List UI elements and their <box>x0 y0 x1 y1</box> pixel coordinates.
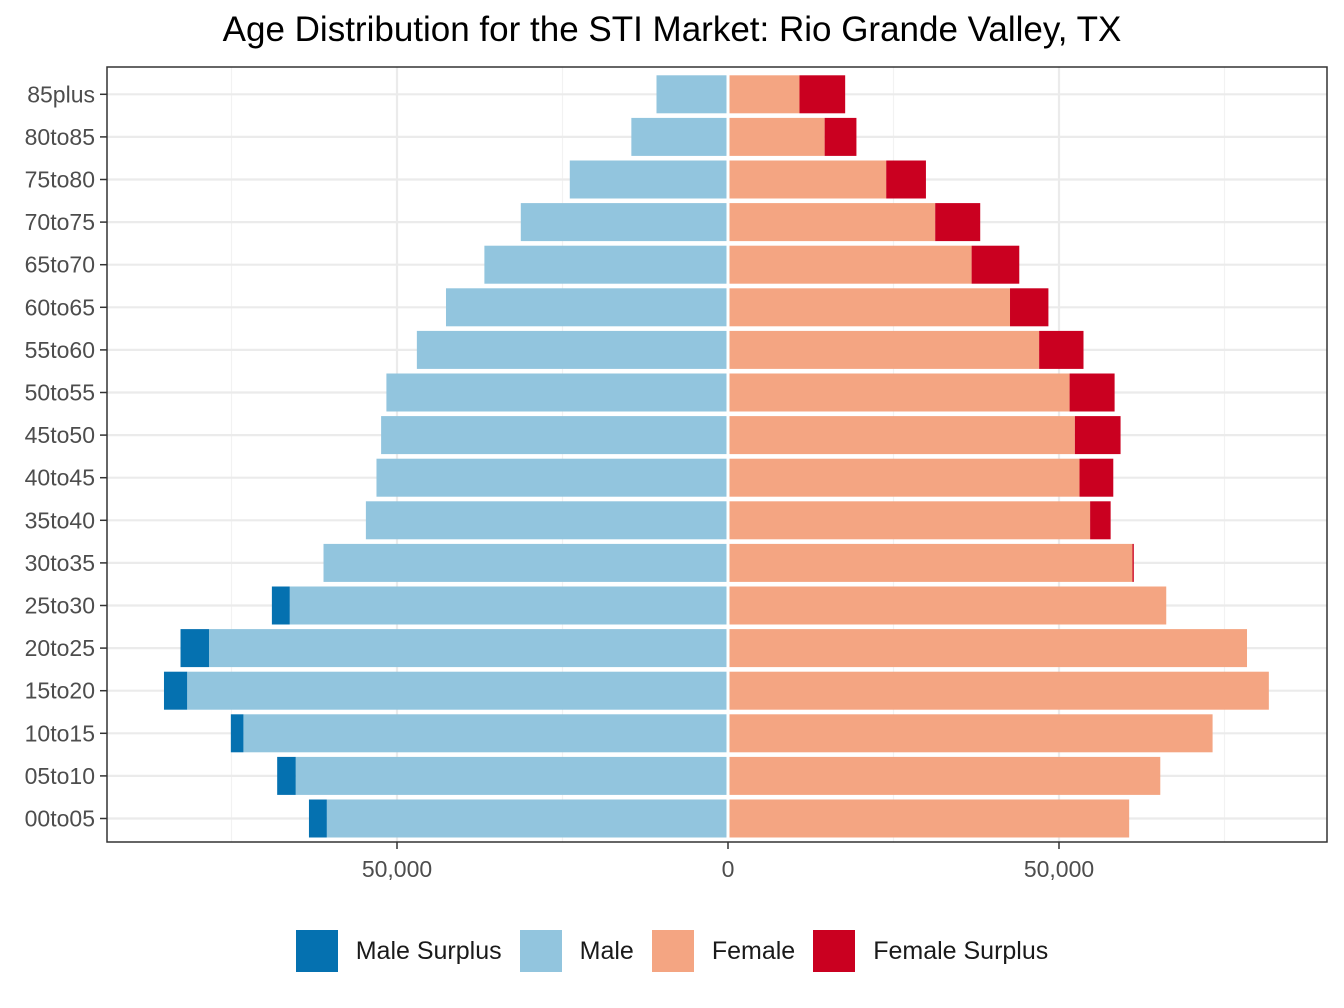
bar-female <box>728 330 1040 369</box>
bar-male <box>520 203 728 242</box>
bar-female <box>728 756 1161 795</box>
bar-female <box>728 543 1133 582</box>
bar-male-surplus <box>308 799 327 838</box>
y-tick-label: 15to20 <box>25 678 95 704</box>
bar-female <box>728 416 1075 455</box>
bar-male <box>326 799 728 838</box>
legend-swatch <box>519 930 562 972</box>
y-tick-label: 80to85 <box>25 124 95 150</box>
y-tick-label: 45to50 <box>25 422 95 448</box>
legend: Male Surplus Male Female Female Surplus <box>0 930 1344 972</box>
y-tick-label: 65to70 <box>25 252 95 278</box>
bar-male <box>208 629 728 668</box>
y-tick-label: 10to15 <box>25 720 95 746</box>
bar-female-surplus <box>1039 330 1084 369</box>
bar-female <box>728 245 972 284</box>
y-tick-label: 50to55 <box>25 380 95 406</box>
bar-male <box>386 373 728 412</box>
legend-item: Female <box>651 930 796 972</box>
y-tick-label: 75to80 <box>25 167 95 193</box>
bar-female-surplus <box>935 203 981 242</box>
bar-male <box>484 245 728 284</box>
bar-male <box>656 75 728 114</box>
bar-female <box>728 458 1080 497</box>
bar-female-surplus <box>1132 543 1134 582</box>
bar-female <box>728 501 1091 540</box>
x-tick-label: 50,000 <box>1024 856 1094 882</box>
bar-male-surplus <box>230 714 244 753</box>
bar-male <box>187 671 728 710</box>
bar-male <box>243 714 728 753</box>
y-tick-label: 60to65 <box>25 294 95 320</box>
bar-male <box>381 416 728 455</box>
y-tick-label: 00to05 <box>25 806 95 832</box>
bar-female-surplus <box>1069 373 1115 412</box>
y-tick-label: 20to25 <box>25 635 95 661</box>
y-tick-label: 25to30 <box>25 593 95 619</box>
bar-female-surplus <box>799 75 846 114</box>
bar-male-surplus <box>180 629 209 668</box>
bar-female <box>728 75 800 114</box>
legend-item: Male Surplus <box>295 930 502 972</box>
bar-male <box>416 330 728 369</box>
bar-female <box>728 288 1011 327</box>
x-tick-label: 0 <box>722 856 735 882</box>
bar-male <box>295 756 728 795</box>
legend-label: Female <box>711 936 796 965</box>
bar-female-surplus <box>1079 458 1114 497</box>
x-tick-label: 50,000 <box>362 856 432 882</box>
bar-female-surplus <box>971 245 1020 284</box>
bar-male <box>569 160 728 199</box>
axes: 00to05 05to10 10to15 15to20 20to25 25to30 30to… <box>25 81 1095 882</box>
bar-male <box>323 543 728 582</box>
bar-female-surplus <box>1010 288 1049 327</box>
bar-male <box>445 288 728 327</box>
legend-swatch <box>813 930 856 972</box>
bar-female <box>728 714 1213 753</box>
bar-female <box>728 373 1070 412</box>
legend-swatch <box>651 930 694 972</box>
bar-female-surplus <box>824 117 857 156</box>
bar-male <box>631 117 728 156</box>
y-tick-label: 30to35 <box>25 550 95 576</box>
bar-female-surplus <box>1090 501 1111 540</box>
bar-female <box>728 203 936 242</box>
chart-title: Age Distribution for the STI Market: Rio… <box>222 10 1122 49</box>
plot-border <box>106 66 1328 843</box>
y-tick-label: 05to10 <box>25 763 95 789</box>
legend-item: Male <box>519 930 634 972</box>
bar-female <box>728 117 825 156</box>
legend-label: Female Surplus <box>873 936 1049 965</box>
bar-male-surplus <box>271 586 290 625</box>
bar-female-surplus <box>1074 416 1121 455</box>
bar-female <box>728 629 1248 668</box>
y-tick-label: 55to60 <box>25 337 95 363</box>
bar-male <box>289 586 728 625</box>
bar-female <box>728 160 887 199</box>
y-tick-label: 70to75 <box>25 209 95 235</box>
y-tick-label: 35to40 <box>25 507 95 533</box>
bar-male <box>376 458 728 497</box>
bars <box>163 75 1269 838</box>
bar-female-surplus <box>886 160 926 199</box>
bar-female <box>728 799 1130 838</box>
legend-swatch <box>295 930 338 972</box>
bar-male <box>365 501 728 540</box>
legend-label: Male Surplus <box>355 936 502 965</box>
bar-male-surplus <box>277 756 296 795</box>
bar-female <box>728 586 1167 625</box>
legend-item: Female Surplus <box>813 930 1048 972</box>
bar-male-surplus <box>163 671 188 710</box>
bar-female <box>728 671 1269 710</box>
legend-label: Male <box>579 936 634 965</box>
y-tick-label: 85plus <box>27 81 95 107</box>
y-tick-label: 40to45 <box>25 465 95 491</box>
